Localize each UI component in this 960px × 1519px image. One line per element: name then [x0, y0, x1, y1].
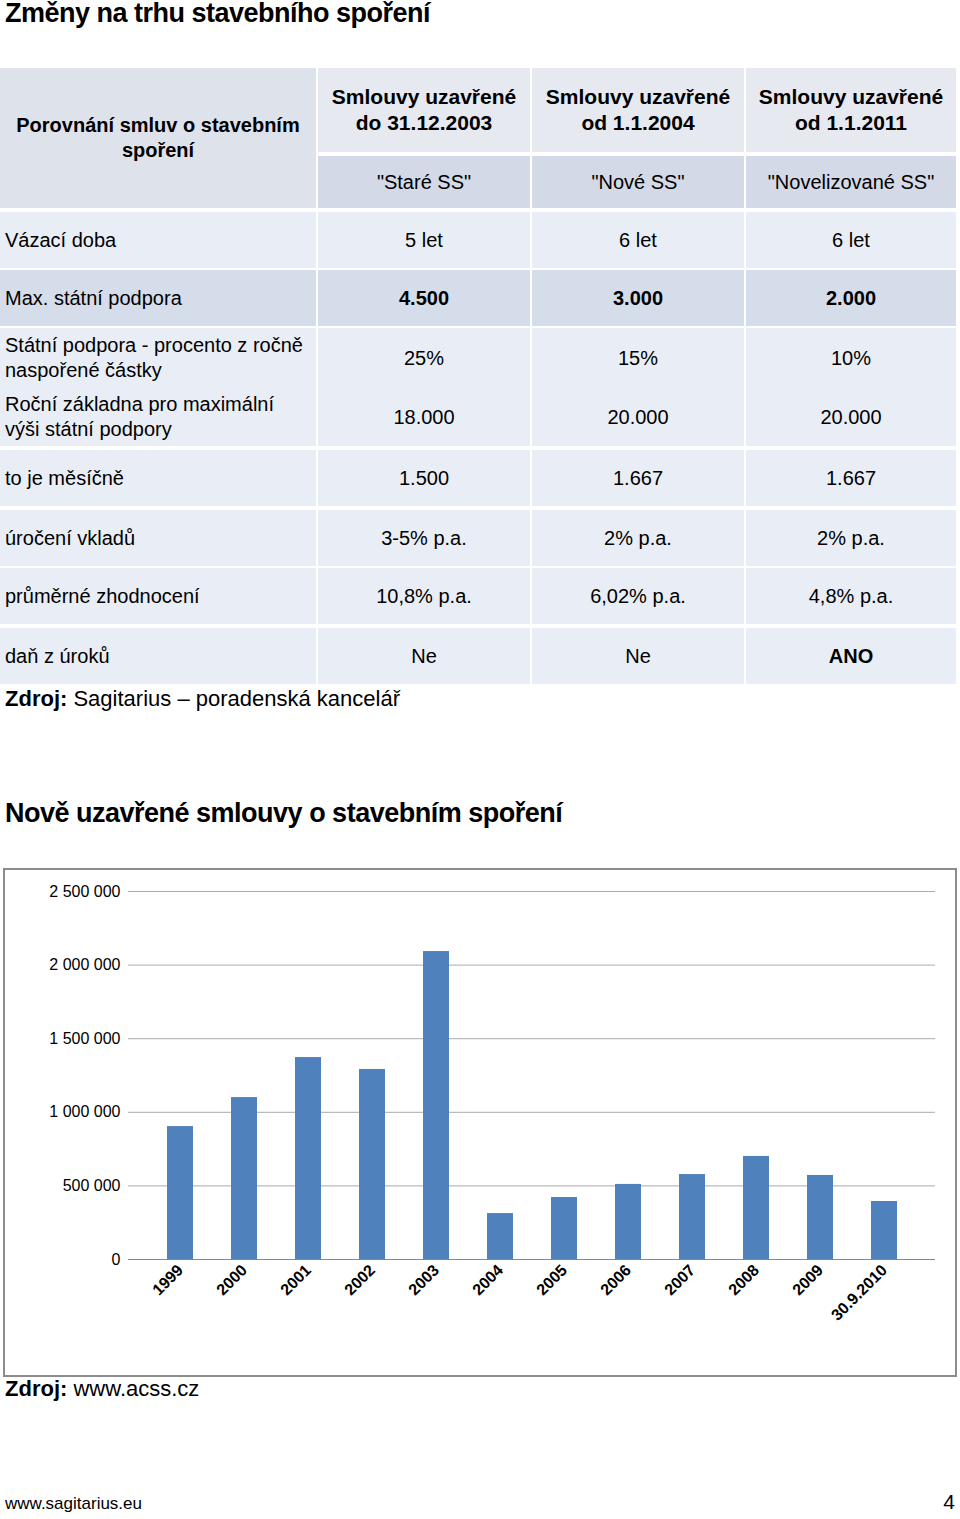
html-text:Smlouvy uzavřené do 31.12.2003: Smlouvy uzavřené do 31.12.2003 — [331, 84, 517, 134]
html-text:25%: 25% — [404, 346, 444, 369]
svg-text:1 500 000: 1 500 000 — [49, 1030, 120, 1047]
html-text:2% p.a.: 2% p.a. — [817, 526, 885, 549]
svg-text:2 000 000: 2 000 000 — [49, 956, 120, 973]
html-text:2% p.a.: 2% p.a. — [604, 526, 672, 549]
html-text:www.sagitarius.eu: www.sagitarius.eu — [5, 1494, 142, 1513]
html-text:daň z úroků: daň z úroků — [5, 644, 110, 667]
html-text:3.000: 3.000 — [613, 286, 663, 309]
html-text:Ne: Ne — [625, 644, 651, 667]
html-text:18.000: 18.000 — [393, 405, 455, 428]
svg-text:1999: 1999 — [149, 1261, 186, 1298]
html-text:"Novelizované SS": "Novelizované SS" — [767, 170, 935, 193]
html-text:1.667: 1.667 — [826, 466, 876, 489]
svg-text:2002: 2002 — [341, 1261, 378, 1298]
html-text:průměrné zhodnocení: průměrné zhodnocení — [5, 584, 200, 607]
svg-text:0: 0 — [112, 1251, 121, 1268]
html-text:Nově uzavřené smlouvy o staveb: Nově uzavřené smlouvy o stavebním spořen… — [5, 798, 563, 828]
html-text:Porovnání smluv o stavebním sp: Porovnání smluv o stavebním spoření — [16, 114, 300, 161]
html-text:10%: 10% — [831, 346, 871, 369]
html-text:20.000: 20.000 — [607, 405, 669, 428]
html-text:Státní podpora - procento z ro: Státní podpora - procento z ročně naspoř… — [5, 334, 303, 381]
html-text:ANO: ANO — [828, 644, 874, 667]
html-text:5 let: 5 let — [405, 228, 443, 251]
html-text:4,8% p.a.: 4,8% p.a. — [808, 584, 894, 607]
svg-text:2003: 2003 — [405, 1261, 442, 1298]
html-text:Ne: Ne — [411, 644, 437, 667]
html-text:4.500: 4.500 — [399, 286, 449, 309]
svg-text:2009: 2009 — [789, 1261, 826, 1298]
html-text:Smlouvy uzavřené od 1.1.2004: Smlouvy uzavřené od 1.1.2004 — [545, 84, 731, 134]
svg-text:1 000 000: 1 000 000 — [49, 1103, 120, 1120]
html-text:15%: 15% — [618, 346, 658, 369]
svg-text:2006: 2006 — [597, 1261, 634, 1298]
html-text:2.000: 2.000 — [826, 286, 876, 309]
svg-text:2000: 2000 — [213, 1261, 250, 1298]
html-text:10,8% p.a.: 10,8% p.a. — [376, 584, 472, 607]
html-text:úročení vkladů: úročení vkladů — [5, 526, 136, 549]
html-text:Roční základna pro maximální v: Roční základna pro maximální výši státní… — [5, 393, 274, 440]
html-text:Zdroj: Sagitarius – poradenská: Zdroj: Sagitarius – poradenská kancelář — [5, 686, 400, 711]
svg-text:2004: 2004 — [469, 1261, 506, 1298]
html-text:"Nové SS": "Nové SS" — [591, 170, 685, 193]
html-text:1.667: 1.667 — [613, 466, 663, 489]
html-text:6 let: 6 let — [619, 228, 657, 251]
svg-text:2 500 000: 2 500 000 — [49, 883, 120, 900]
html-text:4: 4 — [943, 1490, 955, 1513]
html-text:3-5% p.a.: 3-5% p.a. — [381, 526, 467, 549]
svg-text:500 000: 500 000 — [63, 1177, 121, 1194]
svg-text:2008: 2008 — [725, 1261, 762, 1298]
html-text:1.500: 1.500 — [399, 466, 449, 489]
html-text:to je měsíčně: to je měsíčně — [5, 466, 124, 489]
html-text:"Staré SS": "Staré SS" — [376, 170, 472, 193]
svg-text:2005: 2005 — [533, 1261, 570, 1298]
svg-text:30.9.2010: 30.9.2010 — [828, 1261, 890, 1323]
html-text:Max. státní podpora: Max. státní podpora — [5, 286, 182, 309]
html-text:6,02% p.a.: 6,02% p.a. — [590, 584, 686, 607]
svg-text:2001: 2001 — [277, 1261, 314, 1298]
svg-text:2007: 2007 — [661, 1261, 698, 1298]
html-text:Smlouvy uzavřené od 1.1.2011: Smlouvy uzavřené od 1.1.2011 — [758, 84, 944, 134]
html-text:20.000: 20.000 — [820, 405, 882, 428]
html-text:Zdroj: www.acss.cz: Zdroj: www.acss.cz — [5, 1376, 200, 1401]
html-text:6 let: 6 let — [832, 228, 870, 251]
html-text:Vázací doba: Vázací doba — [5, 228, 117, 251]
